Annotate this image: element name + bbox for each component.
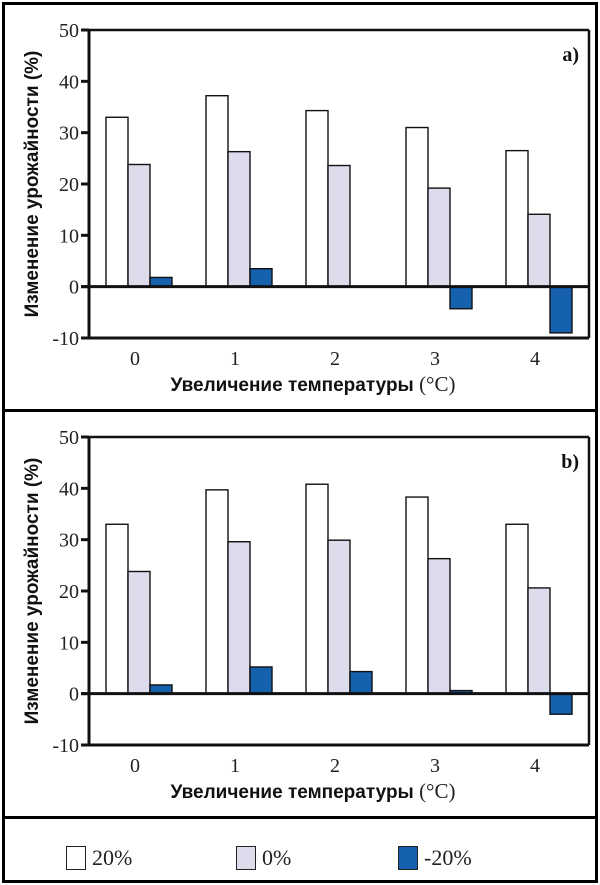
legend-swatch-minus20 bbox=[398, 846, 418, 870]
bar-4-series-0 bbox=[505, 149, 529, 288]
legend-label-20: 20% bbox=[92, 845, 133, 870]
x-tick-label: 4 bbox=[530, 755, 540, 777]
bar-1-series-0 bbox=[205, 95, 229, 288]
bar-3-series-0 bbox=[405, 126, 429, 288]
bar-1-series-0 bbox=[205, 489, 229, 695]
bar-3-series-0 bbox=[405, 496, 429, 695]
bar-chart-b: 50 40 30 20 10 0 -10 0 1 2 3 4 Увеличение температур… bbox=[22, 427, 591, 803]
y-tick-label: -10 bbox=[52, 328, 79, 350]
bar-2-series-0 bbox=[305, 109, 329, 288]
x-tick-label: 2 bbox=[330, 755, 340, 777]
bar-2-series-2 bbox=[349, 670, 373, 695]
y-tick-label: 30 bbox=[59, 123, 79, 145]
legend-item-20: 20% bbox=[66, 845, 132, 871]
y-tick-label: 0 bbox=[69, 684, 79, 706]
bar-0-series-1 bbox=[127, 570, 151, 695]
bar-4-series-1 bbox=[527, 587, 551, 695]
x-axis-title-text: Увеличение температуры bbox=[171, 782, 420, 803]
y-tick-label: 20 bbox=[59, 581, 79, 603]
y-tick-label: 30 bbox=[59, 530, 79, 552]
bar-2-series-0 bbox=[305, 483, 329, 695]
chart-panel-a: 50 40 30 20 10 0 -10 0 1 2 3 4 Увеличение температур… bbox=[2, 2, 598, 412]
x-axis-unit: (°C) bbox=[419, 779, 455, 803]
y-tick-label: 10 bbox=[59, 632, 79, 654]
x-tick-label: 0 bbox=[130, 348, 140, 370]
x-tick-label: 3 bbox=[430, 755, 440, 777]
x-tick-label: 3 bbox=[430, 348, 440, 370]
legend-swatch-20 bbox=[66, 846, 86, 870]
bar-3-series-1 bbox=[427, 187, 451, 288]
y-tick-label: 50 bbox=[59, 427, 79, 449]
x-tick-label: 2 bbox=[330, 348, 340, 370]
y-tick-label: 50 bbox=[59, 20, 79, 42]
bar-0-series-0 bbox=[105, 523, 129, 695]
bar-1-series-1 bbox=[227, 150, 251, 288]
chart-panel-b: 50 40 30 20 10 0 -10 0 1 2 3 4 Увеличение температур… bbox=[2, 409, 598, 819]
panel-label: a) bbox=[562, 44, 579, 66]
y-tick-label: 40 bbox=[59, 478, 79, 500]
legend-label-0: 0% bbox=[262, 845, 292, 870]
x-tick-label: 1 bbox=[230, 755, 240, 777]
y-axis-title: Изменение урожайности (%) bbox=[22, 458, 43, 725]
bar-1-series-1 bbox=[227, 541, 251, 695]
y-tick-label: -10 bbox=[52, 735, 79, 757]
bar-4-series-2 bbox=[549, 692, 573, 715]
panel-label: b) bbox=[561, 451, 579, 473]
x-axis-title: Увеличение температуры (°C) bbox=[171, 372, 456, 396]
x-axis-title: Увеличение температуры (°C) bbox=[171, 779, 456, 803]
bar-4-series-1 bbox=[527, 213, 551, 288]
bar-2-series-1 bbox=[327, 539, 351, 695]
y-tick-label: 20 bbox=[59, 174, 79, 196]
bar-1-series-2 bbox=[249, 268, 273, 288]
y-tick-label: 10 bbox=[59, 225, 79, 247]
bar-1-series-2 bbox=[249, 666, 273, 695]
bar-0-series-1 bbox=[127, 163, 151, 288]
bar-4-series-0 bbox=[505, 523, 529, 695]
legend-item-0: 0% bbox=[236, 845, 291, 871]
legend: 20% 0% -20% bbox=[2, 816, 598, 883]
y-axis-title: Изменение урожайности (%) bbox=[22, 51, 43, 318]
bar-0-series-0 bbox=[105, 116, 129, 288]
x-axis-unit: (°C) bbox=[419, 372, 455, 396]
x-tick-label: 4 bbox=[530, 348, 540, 370]
y-tick-label: 40 bbox=[59, 71, 79, 93]
x-tick-label: 0 bbox=[130, 755, 140, 777]
bar-4-series-2 bbox=[549, 285, 573, 334]
legend-item-minus20: -20% bbox=[398, 845, 472, 871]
y-tick-label: 0 bbox=[69, 277, 79, 299]
bar-3-series-1 bbox=[427, 557, 451, 695]
x-tick-label: 1 bbox=[230, 348, 240, 370]
bar-3-series-2 bbox=[449, 285, 473, 310]
x-axis-title-text: Увеличение температуры bbox=[171, 375, 420, 396]
legend-label-minus20: -20% bbox=[424, 845, 472, 870]
bar-chart-a: 50 40 30 20 10 0 -10 0 1 2 3 4 Увеличение температур… bbox=[22, 20, 591, 396]
legend-swatch-0 bbox=[236, 846, 256, 870]
bar-2-series-1 bbox=[327, 164, 351, 288]
